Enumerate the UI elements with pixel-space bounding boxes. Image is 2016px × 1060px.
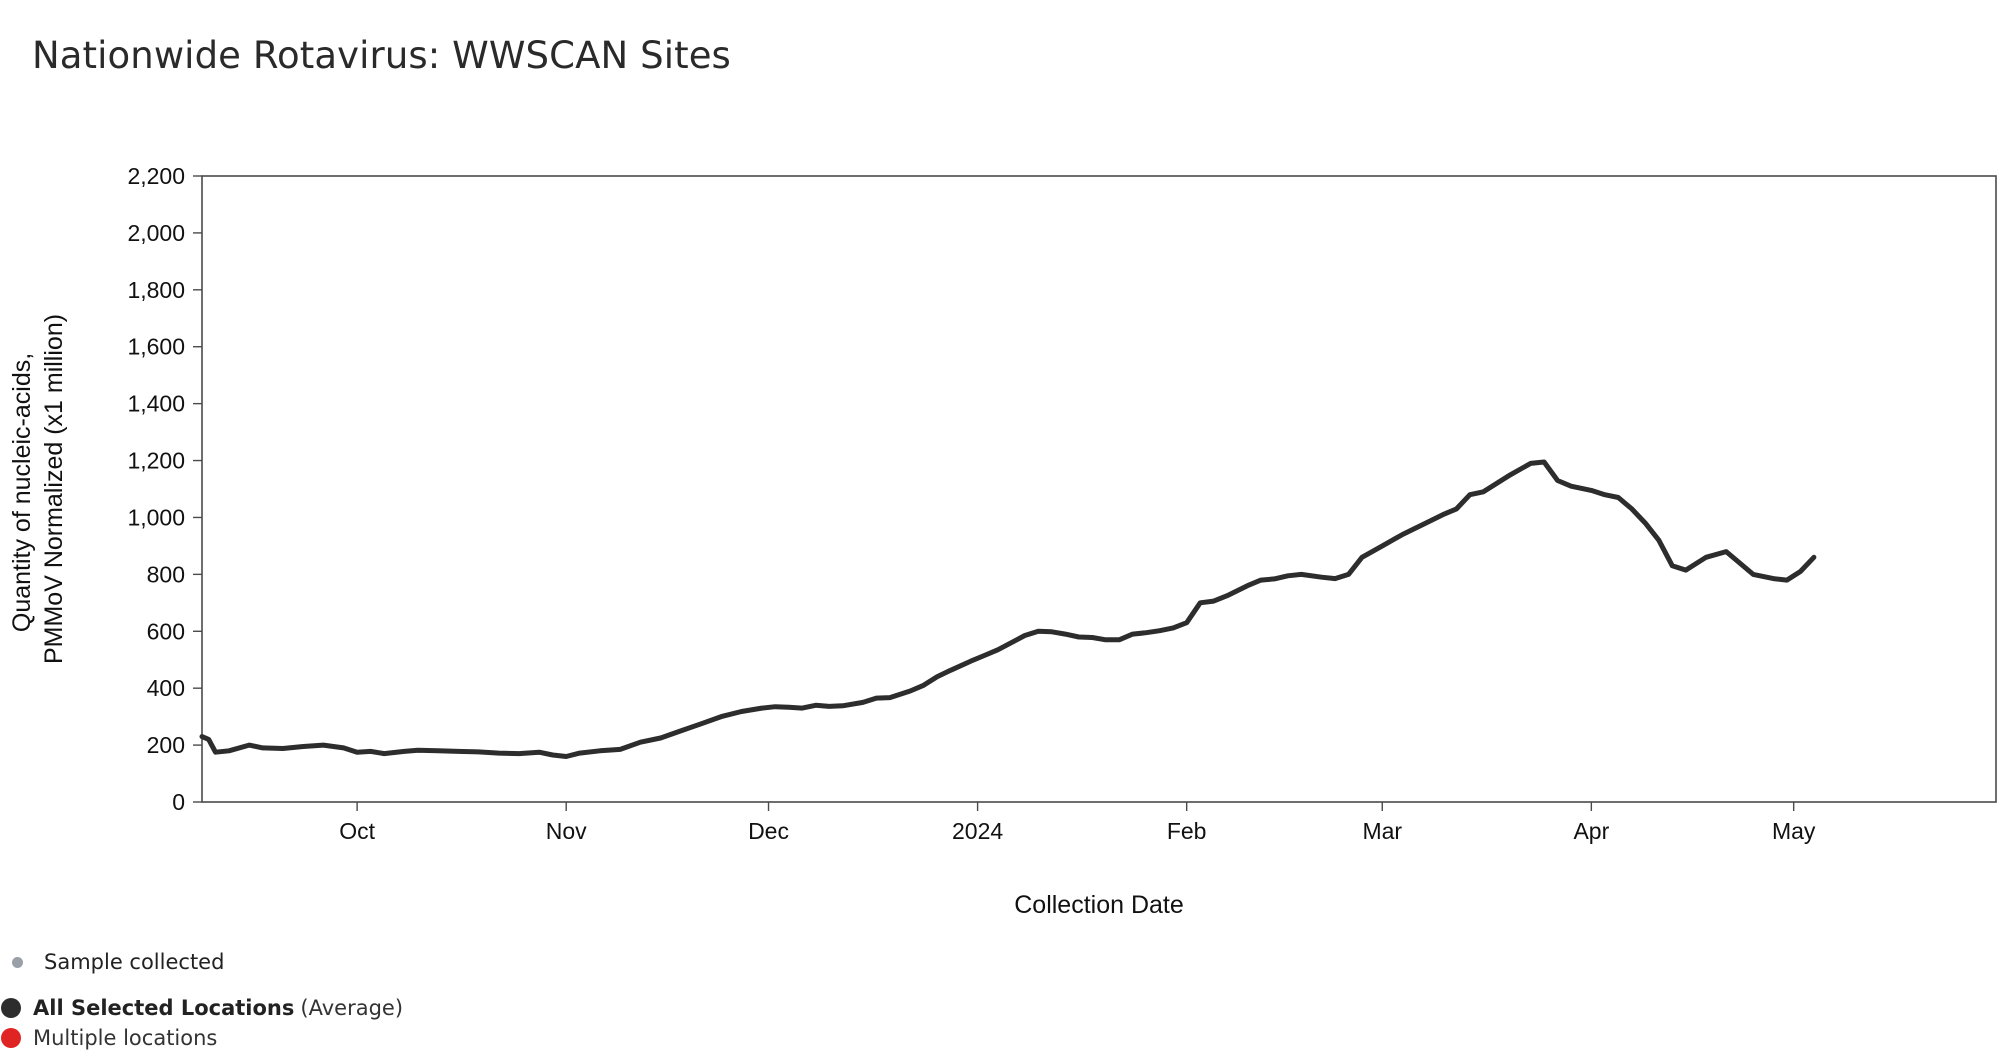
y-tick-label: 1,800 <box>127 277 185 303</box>
y-tick-label: 1,000 <box>127 504 185 530</box>
x-tick-label: Nov <box>546 818 587 844</box>
y-tick-label: 0 <box>172 789 185 815</box>
average-dot-icon <box>1 998 21 1018</box>
x-tick-label: Feb <box>1167 818 1207 844</box>
y-tick-label: 400 <box>147 675 185 701</box>
legend-average-suffix: (Average) <box>300 996 404 1020</box>
legend-item-average[interactable]: All Selected Locations (Average) <box>1 996 403 1020</box>
y-tick-label: 600 <box>147 618 185 644</box>
legend-item-sample: Sample collected <box>12 950 224 974</box>
y-tick-label: 800 <box>147 561 185 587</box>
x-tick-label: Oct <box>339 818 375 844</box>
x-tick-label: 2024 <box>952 818 1003 844</box>
legend-average-label: All Selected Locations <box>33 996 295 1020</box>
y-axis-title: Quantity of nucleic-acids, PMMoV Normali… <box>8 314 68 664</box>
y-tick-label: 2,200 <box>127 163 185 189</box>
page-title: Nationwide Rotavirus: WWSCAN Sites <box>32 34 731 77</box>
x-tick-label: May <box>1772 818 1816 844</box>
x-axis-title: Collection Date <box>1014 891 1184 919</box>
y-tick-label: 200 <box>147 732 185 758</box>
series-layer <box>199 459 1817 759</box>
legend-item-multiple[interactable]: Multiple locations <box>1 1026 217 1050</box>
y-axis: 0 200 400 600 800 1,000 1,200 1,400 1,600 1,800 2,… <box>127 163 202 815</box>
legend-sample-label: Sample collected <box>44 950 225 974</box>
x-tick-label: Apr <box>1573 818 1609 844</box>
x-tick-label: Dec <box>748 818 789 844</box>
sample-dot-icon <box>12 956 23 968</box>
y-tick-label: 2,000 <box>127 220 185 246</box>
plot-frame <box>201 175 1997 803</box>
legend-multiple-label: Multiple locations <box>33 1026 218 1050</box>
x-axis: Oct Nov Dec 2024 Feb Mar Apr May <box>339 802 1816 844</box>
average-series-line[interactable] <box>199 459 1817 759</box>
y-tick-label: 1,400 <box>127 391 185 417</box>
y-tick-label: 1,600 <box>127 334 185 360</box>
multiple-dot-icon <box>1 1028 21 1048</box>
y-axis-title-line-2: PMMoV Normalized (x1 million) <box>40 314 68 664</box>
y-tick-label: 1,200 <box>127 448 185 474</box>
x-tick-label: Mar <box>1362 818 1402 844</box>
y-axis-title-line-1: Quantity of nucleic-acids, <box>8 353 36 632</box>
